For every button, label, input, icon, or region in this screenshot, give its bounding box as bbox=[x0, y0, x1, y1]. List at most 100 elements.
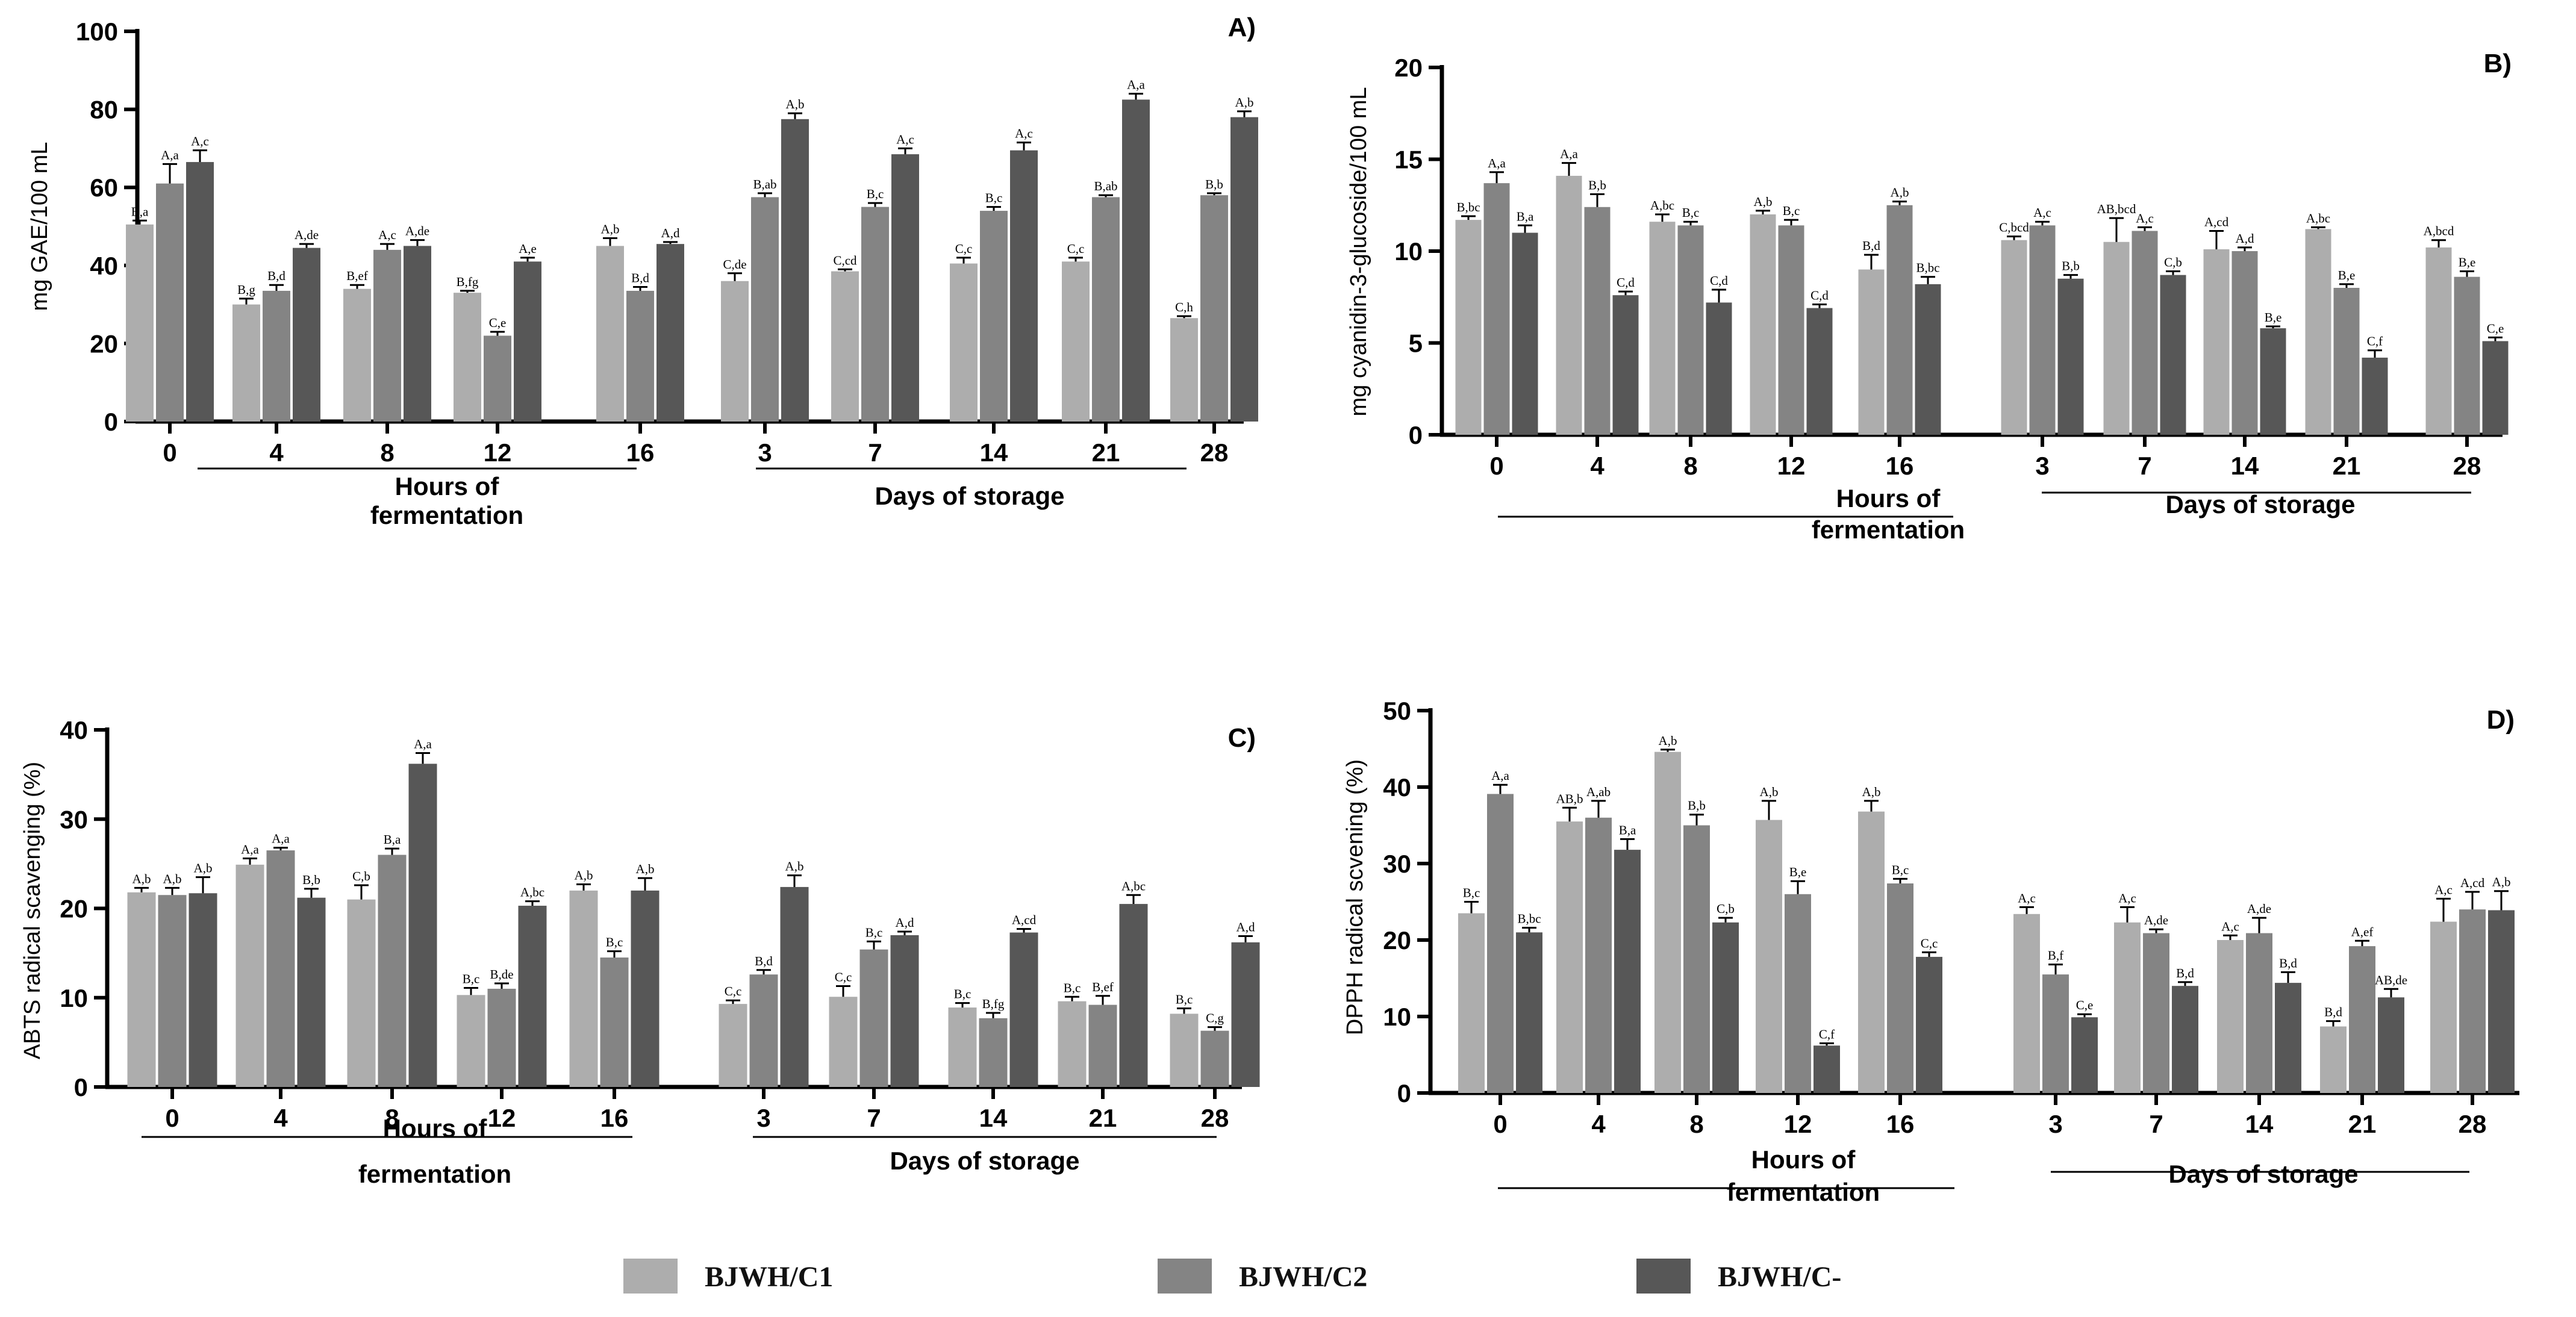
significance-label: A,b bbox=[163, 871, 182, 886]
bar-bjwhc2-0 bbox=[156, 183, 184, 422]
x-tick-label: 4 bbox=[1591, 1110, 1606, 1138]
legend-label: BJWH/C2 bbox=[1239, 1261, 1367, 1293]
x-tick-label: 28 bbox=[1201, 1104, 1229, 1132]
y-tick-label: 0 bbox=[104, 408, 118, 436]
x-tick-label: 21 bbox=[1089, 1104, 1117, 1132]
bar-bjwhc-8 bbox=[408, 764, 437, 1087]
significance-label: B,a bbox=[1619, 823, 1636, 837]
group-label-hours: fermentation bbox=[358, 1160, 511, 1188]
bar-bjwhc-4 bbox=[1614, 850, 1641, 1093]
y-tick-label: 10 bbox=[1394, 237, 1423, 266]
bar-bjwhc2-21 bbox=[1088, 1004, 1117, 1087]
bar-bjwhc-0 bbox=[189, 893, 217, 1087]
x-tick-label: 21 bbox=[2333, 452, 2361, 480]
significance-label: B,b bbox=[1205, 177, 1223, 191]
bar-bjwhc2-12 bbox=[484, 335, 511, 422]
significance-label: A,a bbox=[161, 148, 179, 162]
bar-bjwhc-7 bbox=[2160, 275, 2186, 435]
significance-label: A,cd bbox=[2460, 876, 2485, 890]
bar-bjwhc2-14 bbox=[2231, 251, 2258, 435]
significance-label: B,b bbox=[302, 873, 320, 887]
significance-label: C,b bbox=[2164, 255, 2182, 270]
bar-bjwhc-16 bbox=[631, 890, 660, 1087]
significance-label: A,d bbox=[896, 915, 914, 930]
significance-label: C,c bbox=[955, 241, 973, 256]
significance-label: B,c bbox=[1892, 862, 1909, 877]
y-tick-label: 0 bbox=[74, 1073, 88, 1101]
bar-bjwhc-28 bbox=[1231, 942, 1260, 1087]
x-tick-label: 0 bbox=[1489, 452, 1503, 480]
significance-label: A,b bbox=[1891, 185, 1909, 200]
bar-bjwhc2-12 bbox=[1778, 225, 1804, 435]
x-tick-label: 16 bbox=[626, 438, 655, 467]
panel-a: 0 20 40 60 80 100 mg GAE/100 mL A) 0 B,a A,a A,c 4 B,… bbox=[27, 13, 1258, 529]
y-axis-label: mg cyanidin-3-glucoside/100 mL bbox=[1346, 87, 1371, 416]
significance-label: A,d bbox=[1237, 920, 1255, 934]
x-tick-label: 4 bbox=[1590, 452, 1605, 480]
significance-label: A,c bbox=[1015, 126, 1033, 141]
significance-label: B,a bbox=[384, 832, 401, 847]
bar-bjwhc1-28 bbox=[1170, 318, 1198, 422]
x-tick-label: 0 bbox=[1493, 1110, 1507, 1138]
significance-label: AB,de bbox=[2375, 973, 2407, 987]
panel-title: B) bbox=[2484, 49, 2512, 78]
significance-label: B,c bbox=[954, 987, 971, 1001]
bar-bjwhc-16 bbox=[1915, 284, 1941, 435]
bar-bjwhc1-0 bbox=[1455, 220, 1482, 435]
bar-bjwhc-3 bbox=[2071, 1017, 2098, 1093]
significance-label: C,d bbox=[1617, 275, 1635, 290]
bar-bjwhc2-21 bbox=[1092, 197, 1120, 422]
x-tick-label: 14 bbox=[2231, 452, 2259, 480]
significance-label: A,a bbox=[241, 842, 259, 856]
significance-label: C,bcd bbox=[1999, 220, 2029, 235]
significance-label: A,de bbox=[405, 224, 429, 238]
bar-bjwhc2-16 bbox=[1886, 205, 1913, 435]
significance-label: A,ab bbox=[1586, 785, 1611, 799]
bar-bjwhc1-28 bbox=[2425, 247, 2452, 435]
bar-bjwhc-21 bbox=[2378, 997, 2404, 1093]
x-tick-label: 0 bbox=[165, 1104, 179, 1132]
x-tick-label: 16 bbox=[1886, 452, 1914, 480]
bar-bjwhc2-7 bbox=[2132, 231, 2158, 435]
bar-bjwhc-0 bbox=[1516, 932, 1542, 1093]
significance-label: C,f bbox=[2367, 334, 2383, 349]
x-tick-label: 3 bbox=[758, 438, 772, 467]
significance-label: C,c bbox=[835, 970, 852, 984]
significance-label: B,c bbox=[867, 187, 884, 201]
bar-bjwhc1-4 bbox=[235, 864, 264, 1087]
bar-bjwhc1-16 bbox=[1858, 269, 1885, 435]
panel-title: C) bbox=[1228, 723, 1256, 753]
bar-bjwhc1-7 bbox=[2103, 241, 2130, 435]
significance-label: B,de bbox=[490, 967, 513, 982]
x-tick-label: 28 bbox=[1200, 438, 1229, 467]
bar-bjwhc1-3 bbox=[721, 281, 749, 422]
bar-bjwhc1-12 bbox=[457, 995, 485, 1087]
bar-bjwhc-8 bbox=[1712, 922, 1739, 1093]
bar-bjwhc1-21 bbox=[1058, 1001, 1087, 1087]
significance-label: A,a bbox=[414, 737, 432, 752]
bar-bjwhc2-3 bbox=[749, 974, 778, 1087]
group-label-hours: fermentation bbox=[1812, 515, 1965, 544]
significance-label: A,cd bbox=[2204, 214, 2229, 229]
significance-label: B,bc bbox=[1517, 912, 1541, 926]
x-tick-label: 16 bbox=[1886, 1110, 1915, 1138]
y-tick-label: 40 bbox=[1383, 773, 1411, 802]
bar-bjwhc2-28 bbox=[1200, 195, 1228, 422]
significance-label: B,d bbox=[2176, 966, 2194, 980]
significance-label: B,e bbox=[2338, 268, 2356, 282]
significance-label: A,b bbox=[786, 97, 805, 111]
bar-bjwhc-7 bbox=[890, 935, 919, 1087]
legend: BJWH/C1 BJWH/C2 BJWH/C- bbox=[623, 1259, 1841, 1294]
legend-swatch bbox=[623, 1259, 678, 1294]
bar-bjwhc2-4 bbox=[266, 850, 295, 1087]
significance-label: B,ab bbox=[753, 177, 776, 191]
significance-label: B,c bbox=[1176, 992, 1193, 1007]
bar-bjwhc-14 bbox=[2275, 983, 2301, 1093]
bar-bjwhc1-8 bbox=[1649, 222, 1676, 435]
bar-bjwhc2-14 bbox=[979, 1018, 1008, 1087]
significance-label: B,d bbox=[755, 954, 773, 968]
significance-label: B,a bbox=[1517, 209, 1534, 223]
bar-bjwhc1-12 bbox=[454, 293, 481, 422]
significance-label: A,b bbox=[1760, 785, 1779, 799]
x-tick-label: 12 bbox=[484, 438, 512, 467]
